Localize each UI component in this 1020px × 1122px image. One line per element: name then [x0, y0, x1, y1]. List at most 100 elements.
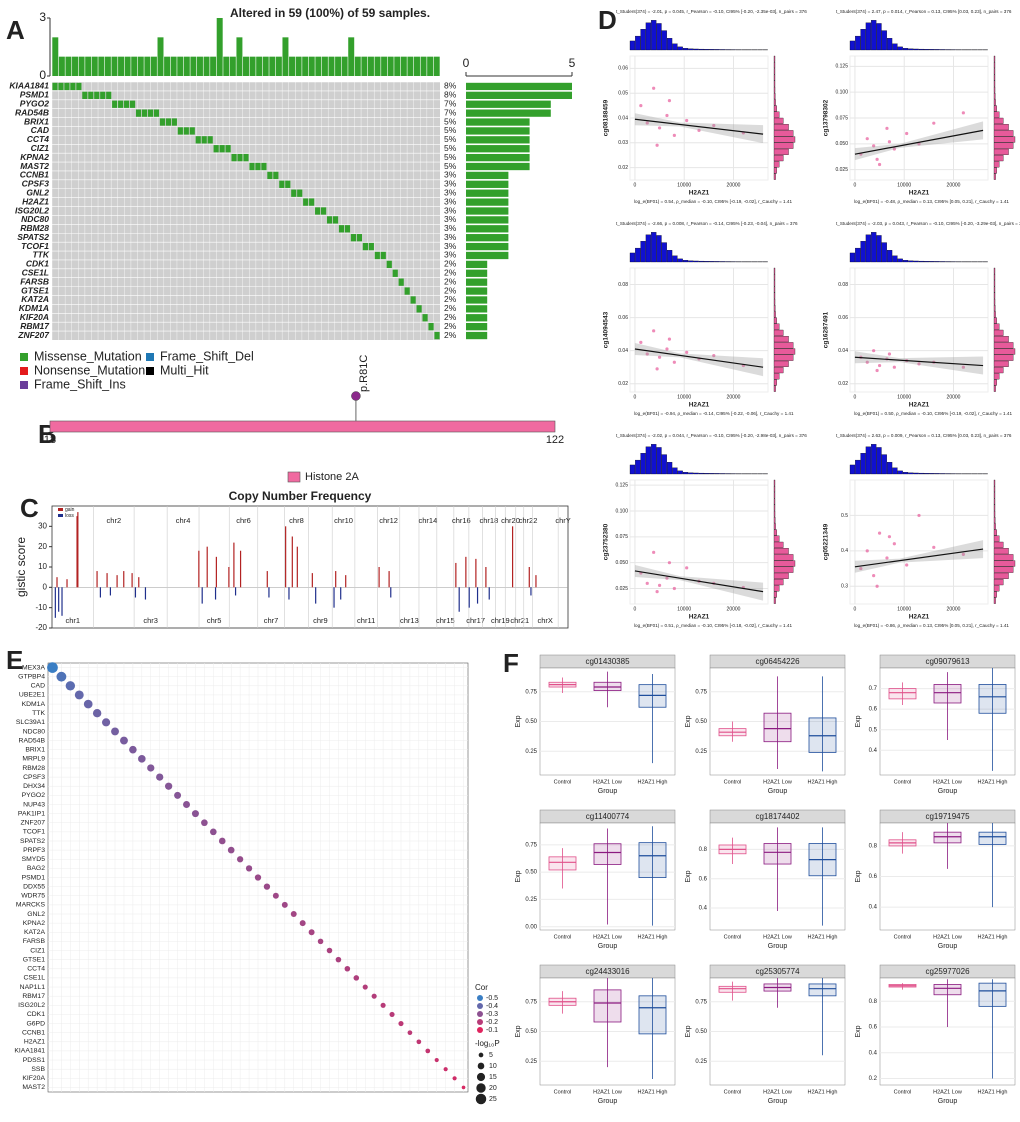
gene-label: GNL2	[26, 187, 49, 197]
x-axis-title: H2AZ1	[689, 614, 710, 621]
plot-area	[849, 267, 989, 393]
x-axis-title: Group	[768, 943, 788, 950]
dot	[147, 764, 155, 772]
y-axis-title: Exp	[855, 870, 862, 882]
marginal-histogram	[887, 250, 893, 263]
box	[808, 983, 837, 997]
y-tick-label: 0.100	[615, 508, 628, 514]
marginal-histogram	[855, 247, 861, 263]
point	[865, 549, 869, 553]
point	[645, 121, 649, 125]
stats-subtitle: t_Student(374) = -2.03, p = 0.043, r_Pea…	[836, 221, 1020, 226]
marginal-histogram	[773, 105, 777, 112]
percent-label: 5%	[444, 152, 457, 162]
mutation-cell	[141, 109, 148, 117]
marginal-histogram	[940, 473, 946, 475]
sample-bar	[72, 56, 79, 76]
count-bar	[466, 331, 488, 340]
y-tick-label: FARSB	[23, 938, 46, 945]
marginal-histogram	[773, 379, 777, 386]
marginal-histogram	[993, 142, 1014, 149]
sample-bar	[387, 56, 394, 76]
legend-label: 5	[489, 1052, 493, 1059]
marginal-histogram	[871, 20, 877, 51]
marginal-histogram	[871, 232, 877, 263]
gene-label: KIF20A	[20, 312, 49, 322]
mutation-cell	[398, 278, 404, 286]
sample-bar	[335, 56, 342, 76]
marginal-histogram	[773, 130, 794, 137]
y-tick-label: 0.25	[695, 1059, 707, 1065]
mutation-cell	[147, 109, 154, 117]
x-axis-title: Group	[938, 1098, 958, 1105]
chromosome-label: chr15	[436, 616, 455, 625]
box	[933, 684, 962, 704]
mutation-cell	[255, 162, 261, 171]
legend-label: -0.4	[486, 1003, 498, 1010]
panel-letter: D	[598, 5, 617, 35]
percent-label: 3%	[444, 232, 457, 242]
y-tick-label: GNL2	[27, 911, 45, 918]
marginal-histogram	[773, 591, 777, 598]
gene-label: CCNB1	[20, 170, 50, 180]
count-bar	[466, 278, 488, 286]
x-axis-title: H2AZ1	[909, 614, 930, 621]
percent-label: 2%	[444, 259, 457, 269]
y-tick-label: 0	[39, 68, 46, 82]
sample-bar	[243, 56, 249, 76]
percent-label: 2%	[444, 312, 457, 322]
dot	[47, 662, 58, 673]
marginal-histogram	[688, 260, 694, 263]
legend-label: Frame_Shift_Ins	[34, 377, 126, 391]
y-tick-label: 0.4	[869, 1050, 878, 1056]
y-tick-label: G6PD	[26, 1020, 45, 1027]
gene-label: PYGO2	[20, 98, 50, 108]
marginal-histogram	[993, 492, 996, 499]
mutation-cell	[315, 207, 321, 215]
y-tick-label: 0.25	[695, 749, 707, 755]
marginal-histogram	[918, 260, 925, 263]
x-tick-label: Control	[554, 779, 572, 785]
marginal-histogram	[698, 260, 705, 263]
y-tick-label: 0.75	[525, 999, 537, 1005]
point	[872, 349, 876, 353]
confidence-band	[854, 540, 984, 573]
marginal-histogram	[993, 274, 996, 281]
x-tick-label: 10000	[677, 606, 691, 612]
count-bar	[466, 180, 509, 188]
confidence-band	[854, 351, 984, 375]
marginal-histogram	[773, 74, 776, 81]
sample-bar	[65, 56, 72, 76]
marginal-histogram	[993, 167, 997, 174]
gene-label: CCT4	[27, 134, 49, 144]
marginal-histogram	[773, 323, 780, 330]
point	[657, 126, 662, 130]
mutation-cell	[201, 136, 207, 144]
y-tick-label: WDR75	[21, 893, 45, 900]
mutation-cell	[213, 145, 219, 153]
y-tick-label: 0.075	[835, 115, 848, 121]
y-tick-label: 0.4	[869, 905, 878, 911]
sample-bar	[348, 37, 355, 76]
marginal-histogram	[924, 261, 930, 263]
count-bar	[466, 216, 509, 224]
point	[885, 126, 889, 130]
box	[888, 688, 917, 700]
y-tick-label: NDC80	[23, 728, 46, 735]
dot	[380, 1002, 386, 1008]
y-tick-label: PRPF3	[23, 847, 45, 854]
protein-domain	[49, 420, 556, 433]
marginal-histogram	[993, 342, 1014, 349]
marginal-histogram	[773, 142, 794, 149]
marginal-histogram	[913, 48, 919, 51]
y-tick-label: 0.8	[869, 999, 878, 1005]
mutation-cell	[309, 198, 315, 206]
legend-label: -0.2	[486, 1019, 498, 1026]
legend-label: 10	[489, 1063, 497, 1070]
legend-label: loss	[65, 513, 74, 519]
count-bar	[466, 153, 530, 162]
fit-line	[854, 548, 984, 568]
legend-key	[477, 1062, 485, 1070]
marginal-histogram	[693, 260, 699, 263]
mutation-cell	[380, 251, 386, 260]
